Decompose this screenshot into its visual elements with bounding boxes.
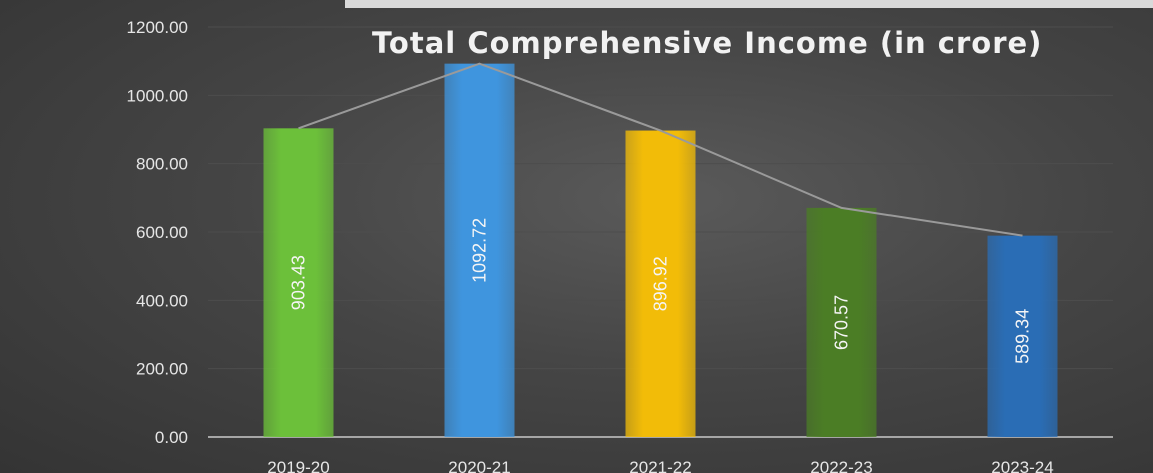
- data-label-2022-23: 670.57: [832, 295, 852, 350]
- data-label-2020-21: 1092.72: [470, 218, 490, 283]
- bar-2019-20: [263, 128, 334, 438]
- x-tick-label: 2019-20: [267, 458, 329, 473]
- data-label-2023-24: 589.34: [1013, 309, 1033, 364]
- y-tick-label: 600.00: [136, 223, 188, 242]
- bar-2021-22: [625, 130, 696, 437]
- x-tick-label: 2022-23: [810, 458, 872, 473]
- x-tick-label: 2023-24: [991, 458, 1053, 473]
- bar-2023-24: [987, 235, 1058, 437]
- x-tick-label: 2020-21: [448, 458, 510, 473]
- bar-2020-21: [444, 63, 515, 438]
- x-tick-label: 2021-22: [629, 458, 691, 473]
- y-tick-label: 0.00: [155, 428, 188, 447]
- y-tick-label: 400.00: [136, 291, 188, 310]
- data-labels: 903.43 1092.72 896.92 670.57 589.34: [289, 218, 1033, 364]
- grid-lines: [208, 26, 1113, 370]
- trend-line-path: [298, 62, 1023, 237]
- data-label-2019-20: 903.43: [289, 255, 309, 310]
- title-strip: [345, 0, 1153, 8]
- y-tick-label: 200.00: [136, 360, 188, 379]
- data-label-2021-22: 896.92: [651, 256, 671, 311]
- y-axis: 0.00 200.00 400.00 600.00 800.00 1000.00 1200.…: [127, 18, 1113, 447]
- trend-line: [298, 62, 1023, 237]
- y-tick-label: 800.00: [136, 155, 188, 174]
- y-tick-label: 1200.00: [127, 18, 188, 37]
- chart-title: Total Comprehensive Income (in crore): [372, 26, 1043, 60]
- x-axis: 2019-20 2020-21 2021-22 2022-23 2023-24: [267, 458, 1053, 473]
- y-tick-label: 1000.00: [127, 86, 188, 105]
- bar-2022-23: [806, 207, 877, 437]
- bars: [263, 63, 1058, 438]
